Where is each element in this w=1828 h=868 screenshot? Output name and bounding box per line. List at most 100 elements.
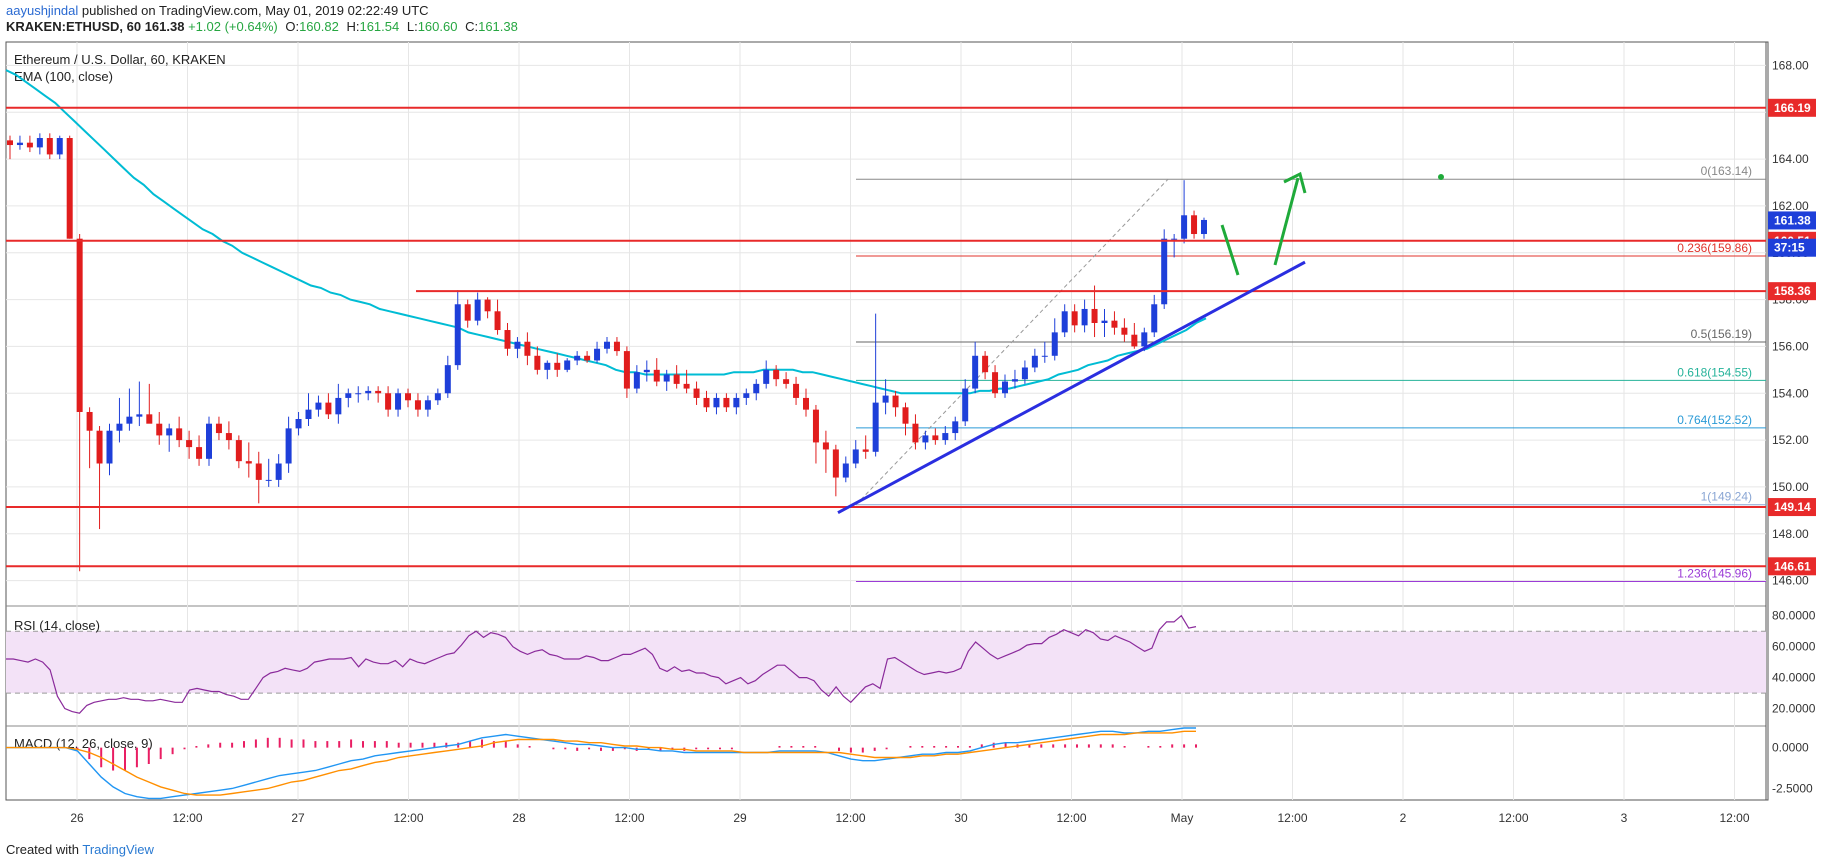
level-tag-label: 146.61 <box>1774 559 1811 573</box>
candle-body <box>26 142 33 148</box>
candle-body <box>385 393 392 410</box>
high-label: H: <box>346 19 360 34</box>
price-tick-label: 164.00 <box>1772 152 1809 166</box>
fib-label-0.236: 0.236(159.86) <box>1677 241 1752 255</box>
candle-body <box>255 463 262 480</box>
price-tag-label: 161.38 <box>1774 213 1811 227</box>
candle-body <box>335 397 342 415</box>
candle-body <box>1041 355 1048 357</box>
candle-body <box>1131 334 1138 347</box>
candle-body <box>305 409 312 420</box>
down-arrow-stroke <box>1220 224 1240 276</box>
fib-label-0: 0(163.14) <box>1701 164 1752 178</box>
rsi-tick-label: 20.0000 <box>1772 702 1816 716</box>
open-label: O: <box>285 19 300 34</box>
candle-body <box>803 397 809 410</box>
candle-body <box>1191 215 1198 235</box>
candle-body <box>484 299 491 312</box>
level-tag-label: 166.19 <box>1774 101 1811 115</box>
price-tick-label: 148.00 <box>1772 527 1809 541</box>
candle-body <box>703 397 710 408</box>
candle-body <box>56 138 63 155</box>
time-tick-label: 30 <box>954 811 968 825</box>
candle-body <box>146 414 153 424</box>
close-value: 161.38 <box>478 19 518 34</box>
author-link[interactable]: aayushjindal <box>6 3 79 18</box>
candle-body <box>166 428 173 436</box>
candle-body <box>842 463 849 478</box>
created-with: Created with <box>6 842 79 857</box>
candle-body <box>215 423 222 434</box>
candle-body <box>972 355 979 389</box>
level-tag <box>1768 98 1816 117</box>
fib-label-1.236: 1.236(145.96) <box>1677 567 1752 581</box>
candle-body <box>613 341 620 352</box>
time-tick-label: 12:00 <box>1498 811 1528 825</box>
chart-title: Ethereum / U.S. Dollar, 60, KRAKEN <box>14 52 226 67</box>
candle-body <box>156 423 163 436</box>
tradingview-logo[interactable]: TradingView <box>82 842 154 857</box>
time-tick-label: 26 <box>70 811 84 825</box>
candle-body <box>1141 332 1148 347</box>
up-arrow-head <box>1283 171 1307 194</box>
candle-body <box>504 330 511 349</box>
candle-body <box>375 390 382 394</box>
candle-body <box>793 383 800 398</box>
candle-body <box>554 362 561 370</box>
candle-body <box>773 369 780 380</box>
candle-body <box>1031 355 1038 368</box>
candle-body <box>235 440 242 462</box>
candle-body <box>822 442 829 450</box>
candle-body <box>454 304 461 366</box>
low-label: L: <box>406 19 418 34</box>
level-tag <box>1768 498 1816 517</box>
candle-body <box>474 299 481 321</box>
price-tag <box>1768 238 1816 257</box>
candle-body <box>683 383 690 389</box>
candle-body <box>922 435 929 443</box>
macd-line <box>6 727 1196 800</box>
rsi-tick-label: 40.0000 <box>1772 671 1816 685</box>
candle-body <box>86 411 93 431</box>
candle-body <box>912 423 919 443</box>
candle-body <box>723 397 730 408</box>
candle-body <box>1081 308 1088 326</box>
marker-dot <box>1438 174 1444 180</box>
time-tick-label: 12:00 <box>1277 811 1307 825</box>
level-tag-label: 158.36 <box>1774 284 1811 298</box>
candle-body <box>862 449 869 452</box>
candle-body <box>315 402 322 410</box>
candle-body <box>952 421 959 434</box>
candle-body <box>1091 308 1098 323</box>
time-tick-label: 12:00 <box>614 811 644 825</box>
price-axis: 146.00 148.00 150.00 152.00 154.00 156.00 158.… <box>1768 58 1816 796</box>
candle-body <box>763 369 770 384</box>
candle-body <box>1201 219 1207 235</box>
candle-body <box>7 140 13 146</box>
candle-body <box>106 430 113 464</box>
candle-body <box>544 362 551 370</box>
candle-body <box>36 138 43 148</box>
candle-body <box>1151 304 1158 333</box>
candle-body <box>434 393 441 401</box>
candle-body <box>424 400 431 410</box>
candle-body <box>733 397 740 408</box>
candle-body <box>604 341 610 349</box>
time-tick-label: 12:00 <box>393 811 423 825</box>
candle-body <box>753 383 760 394</box>
price-tick-label: 154.00 <box>1772 386 1809 400</box>
candle-body <box>414 400 421 410</box>
candle-body <box>982 355 989 373</box>
candle-body <box>882 395 889 403</box>
fib-trend-line <box>855 178 1169 506</box>
candle-body <box>494 311 501 331</box>
candle-body <box>713 397 720 408</box>
plot-frame <box>5 41 1769 801</box>
signal-line <box>6 730 1196 796</box>
candle-body <box>633 372 640 389</box>
candle-body <box>325 402 332 415</box>
candle-body <box>892 395 899 408</box>
candle-body <box>265 479 272 481</box>
candle-body <box>812 409 819 443</box>
